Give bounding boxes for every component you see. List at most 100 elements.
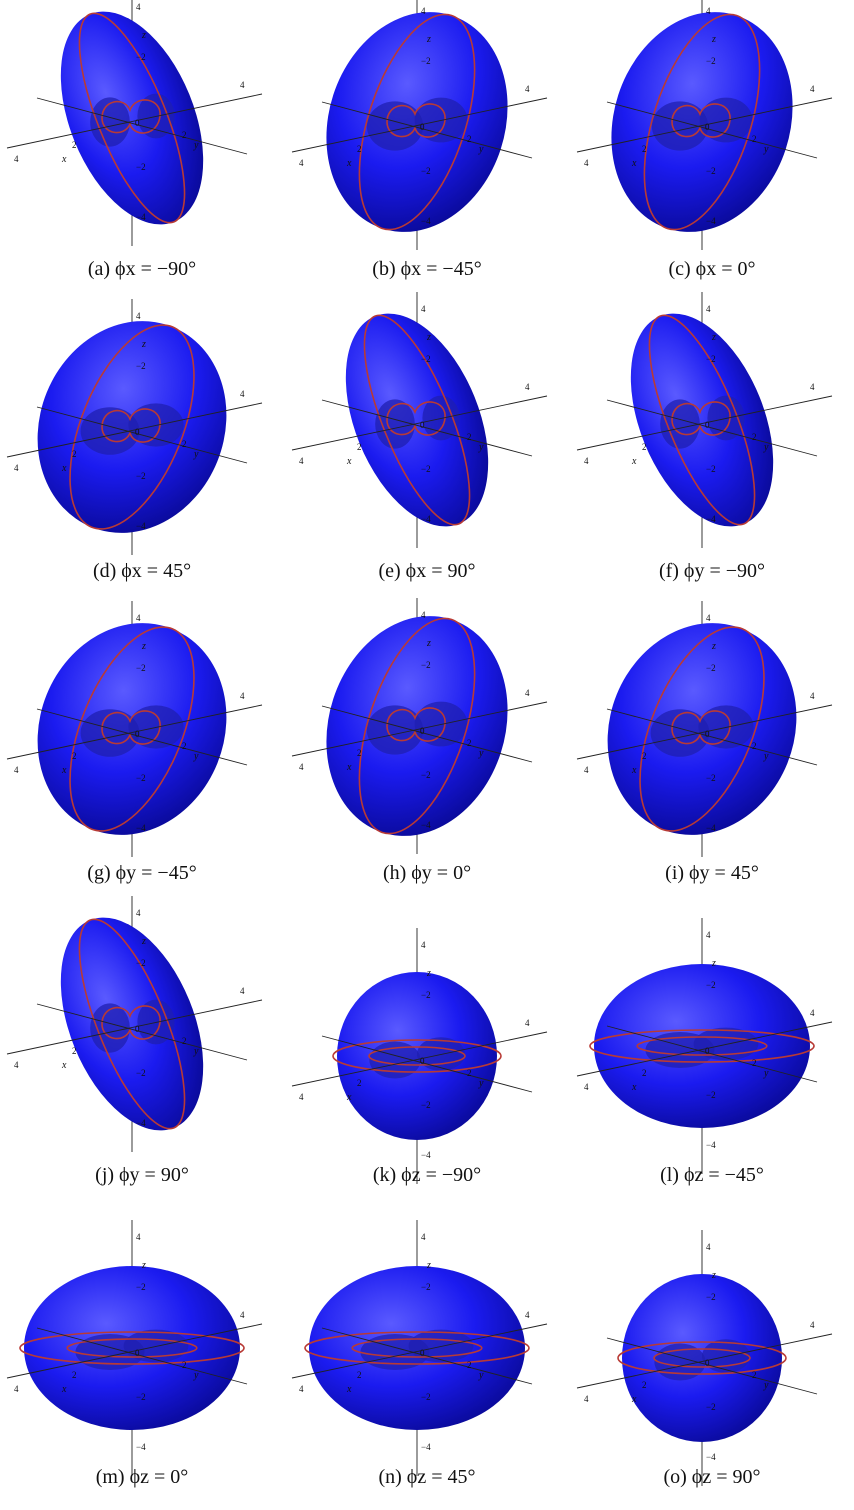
tick-label: 0 (420, 726, 425, 736)
tick-label: 2 (467, 1360, 472, 1370)
tick-label: 4 (240, 986, 245, 996)
x-axis (576, 395, 833, 451)
subfigure-caption: (m) ϕz = 0° (95, 1466, 189, 1488)
tick-label: x (61, 463, 67, 474)
tick-label: −2 (706, 1090, 716, 1100)
tick-label: 4 (136, 2, 141, 12)
tick-label: 0 (135, 1348, 140, 1358)
tick-label: x (631, 1394, 637, 1405)
surface-plot: 4 −2 −2 −4 4 2 4 2 0 x y z (576, 292, 833, 548)
tick-label: −2 (421, 1100, 431, 1110)
subfigure: 4 −2 −2 −4 4 2 4 2 0 x y z (a) ϕx = −90° (0, 0, 284, 302)
tick-label: −2 (136, 361, 146, 371)
meridian-curve (643, 13, 761, 231)
tick-label: −2 (136, 471, 146, 481)
inner-lobe (80, 709, 140, 757)
tick-label: 4 (706, 6, 711, 16)
tick-label: 4 (14, 154, 19, 164)
tick-label: −2 (706, 56, 716, 66)
tick-label: 4 (299, 456, 304, 466)
tick-label: −4 (706, 1140, 716, 1150)
tick-label: 0 (705, 729, 710, 739)
subfigure: 4 −2 −2 −4 4 2 4 2 0 x y z (e) ϕx = 90° (285, 292, 569, 604)
subfigure: 4 −2 −2 −4 4 2 4 2 0 x y z (i) ϕy = 45° (570, 601, 854, 906)
tick-label: 4 (136, 311, 141, 321)
inner-lobe (651, 101, 709, 151)
tick-label: z (426, 34, 431, 45)
subfigure-caption: (d) ϕx = 45° (92, 560, 192, 582)
subfigure: 4 −2 −2 −4 4 2 4 2 0 x y z (c) ϕx = 0° (570, 0, 854, 302)
tick-label: x (631, 765, 637, 776)
subfigure-caption: (i) ϕy = 45° (665, 862, 759, 884)
tick-label: −4 (421, 820, 431, 830)
surface-plot: 4 −2 −2 −4 4 2 4 2 0 x y z (576, 0, 833, 250)
tick-label: 2 (752, 432, 757, 442)
x-axis (576, 1333, 833, 1389)
surface-body (345, 313, 489, 527)
tick-label: −4 (706, 514, 716, 524)
tick-label: 2 (467, 1068, 472, 1078)
tick-label: 4 (706, 304, 711, 314)
tick-label: x (346, 762, 352, 773)
tick-label: 2 (182, 130, 187, 140)
tick-label: 2 (642, 1068, 647, 1078)
tick-label: 2 (357, 1370, 362, 1380)
surface-body (60, 11, 204, 225)
tick-label: 2 (642, 144, 647, 154)
surface-plot: 4 −2 −2 −4 4 2 4 2 0 x y z (576, 918, 833, 1174)
x-axis (6, 93, 263, 149)
tick-label: 4 (525, 1310, 530, 1320)
y-axis (321, 101, 533, 159)
subfigure-caption: (k) ϕz = −90° (372, 1164, 482, 1186)
tick-label: z (711, 34, 716, 45)
subfigure: 4 −2 −2 −4 4 2 4 2 0 x y z (f) ϕy = −90° (570, 292, 854, 604)
tick-label: x (631, 158, 637, 169)
meridian-curve (69, 324, 195, 530)
tick-label: 2 (182, 439, 187, 449)
tick-label: z (141, 339, 146, 350)
tick-label: 2 (72, 1370, 77, 1380)
tick-label: 2 (752, 1058, 757, 1068)
subfigure: 4 −2 −2 −4 4 2 4 2 0 x y z (m) ϕz = 0° (0, 1208, 284, 1510)
subfigure-caption: (c) ϕx = 0° (668, 258, 756, 280)
tick-label: y (763, 751, 769, 762)
surface-plot: 4 −2 −2 −4 4 2 4 2 0 x y z (6, 896, 263, 1152)
x-axis (291, 701, 548, 757)
tick-label: 4 (14, 1384, 19, 1394)
tick-label: 2 (357, 144, 362, 154)
tick-label: y (193, 1370, 199, 1381)
tick-label: 4 (525, 382, 530, 392)
tick-label: −2 (421, 56, 431, 66)
subfigure: 4 −2 −2 −4 4 2 4 2 0 x y z (l) ϕz = −45° (570, 906, 854, 1208)
x-axis (6, 704, 263, 760)
tick-label: −2 (421, 354, 431, 364)
tick-label: x (61, 154, 67, 165)
tick-label: 4 (525, 84, 530, 94)
surface-plot: 4 −2 −2 −4 4 2 4 2 0 x y z (6, 1220, 263, 1476)
tick-label: x (346, 1384, 352, 1395)
tick-label: x (61, 765, 67, 776)
tick-label: x (61, 1060, 67, 1071)
tick-label: 0 (135, 118, 140, 128)
tick-label: y (193, 140, 199, 151)
tick-label: x (346, 456, 352, 467)
tick-label: 4 (584, 765, 589, 775)
subfigure-caption: (b) ϕx = −45° (372, 258, 482, 280)
tick-label: −2 (136, 52, 146, 62)
y-axis (606, 1025, 818, 1083)
tick-label: 0 (705, 420, 710, 430)
y-axis (606, 101, 818, 159)
inner-curve (636, 1036, 768, 1056)
tick-label: x (631, 456, 637, 467)
tick-label: y (193, 449, 199, 460)
y-axis (321, 1035, 533, 1093)
tick-label: 4 (240, 80, 245, 90)
subfigure-caption: (g) ϕy = −45° (87, 862, 197, 884)
tick-label: 0 (705, 1358, 710, 1368)
tick-label: z (426, 968, 431, 979)
tick-label: −2 (136, 773, 146, 783)
tick-label: −2 (706, 773, 716, 783)
inner-curve (66, 1338, 198, 1358)
tick-label: −2 (421, 464, 431, 474)
tick-label: 4 (584, 456, 589, 466)
